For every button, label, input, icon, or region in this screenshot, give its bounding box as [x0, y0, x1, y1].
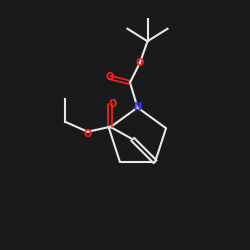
Text: O: O [84, 129, 92, 139]
Text: N: N [134, 102, 141, 113]
Text: O: O [136, 58, 144, 68]
Text: O: O [106, 72, 114, 83]
Text: O: O [108, 99, 117, 109]
